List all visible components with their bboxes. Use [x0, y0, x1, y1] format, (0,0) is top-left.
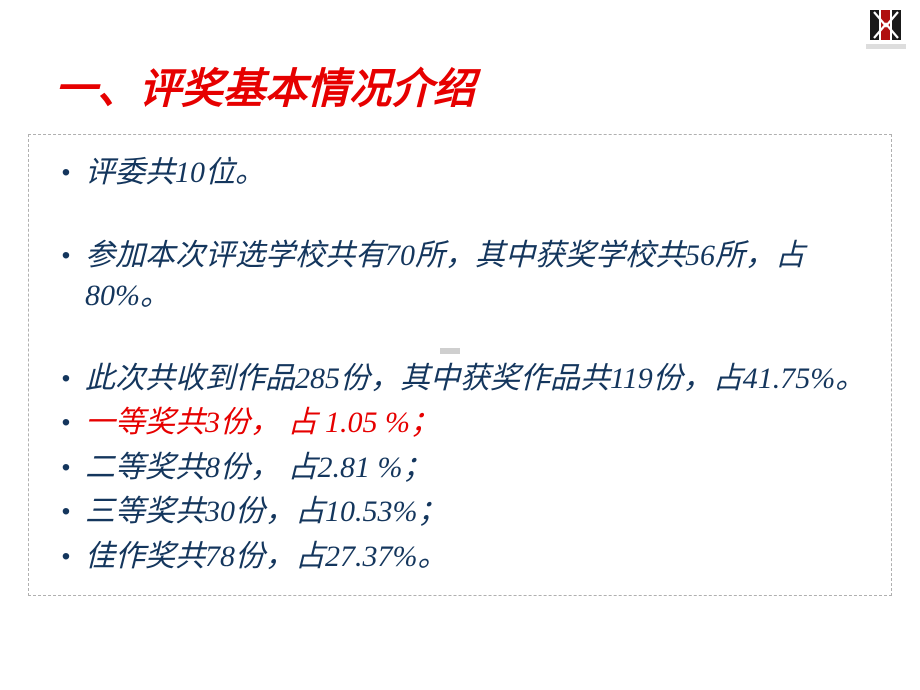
bullet-item: •二等奖共8份， 占2.81 %； [47, 448, 873, 489]
bullet-text: 三等奖共30份，占10.53%； [85, 492, 873, 533]
bullet-item: • 一等奖共3份， 占 1.05 %； [47, 403, 873, 444]
bullet-text: 评委共10位。 [85, 153, 873, 194]
bullet-item: •此次共收到作品285份，其中获奖作品共119份，占41.75%。 [47, 359, 873, 400]
bullet-item: •三等奖共30份，占10.53%； [47, 492, 873, 533]
bullet-text: 此次共收到作品285份，其中获奖作品共119份，占41.75%。 [85, 359, 873, 400]
bullet-marker-icon: • [47, 492, 85, 526]
bullet-text: 一等奖共3份， 占 1.05 %； [85, 403, 873, 444]
bullet-item: •参加本次评选学校共有70所，其中获奖学校共56所，占80%。 [47, 236, 873, 317]
bullet-text: 参加本次评选学校共有70所，其中获奖学校共56所，占80%。 [85, 236, 873, 317]
bullet-text: 二等奖共8份， 占2.81 %； [85, 448, 873, 489]
slide-title: 一、评奖基本情况介绍 [0, 0, 920, 116]
bullet-marker-icon: • [47, 448, 85, 482]
page-indicator [440, 348, 460, 354]
bullet-item: •评委共10位。 [47, 153, 873, 194]
bullet-marker-icon: • [47, 359, 85, 393]
bullet-marker-icon: • [47, 403, 85, 437]
content-box: •评委共10位。•参加本次评选学校共有70所，其中获奖学校共56所，占80%。•… [28, 134, 892, 596]
bullet-marker-icon: • [47, 153, 85, 187]
bullet-marker-icon: • [47, 236, 85, 270]
bullet-marker-icon: • [47, 537, 85, 571]
university-logo [864, 8, 908, 52]
bullet-text: 佳作奖共78份，占27.37%。 [85, 537, 873, 578]
bullet-item: •佳作奖共78份，占27.37%。 [47, 537, 873, 578]
